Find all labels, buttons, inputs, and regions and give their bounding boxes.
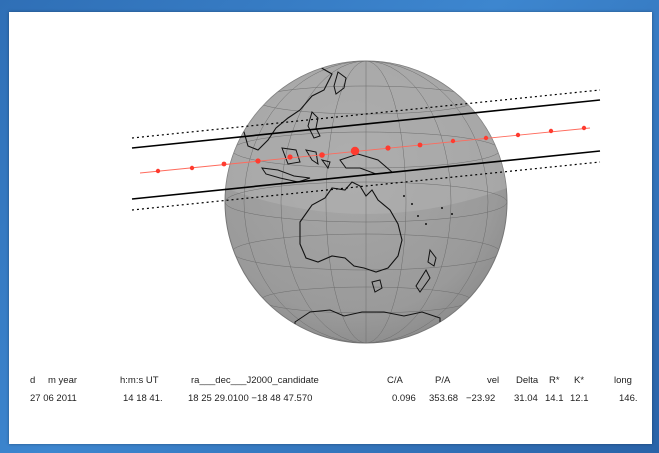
- value-date: 27 06 2011: [30, 393, 77, 404]
- centerline: [139, 127, 591, 174]
- track-point: [385, 145, 391, 151]
- uncertainty-north-limit: [131, 89, 601, 139]
- table-row: 27 06 2011 14 18 41. 18 25 29.0100 −18 4…: [30, 393, 650, 411]
- track-point: [255, 158, 261, 164]
- australia-coastline: [299, 181, 403, 273]
- header-vel: vel: [487, 375, 500, 386]
- pacific-islands: [403, 195, 453, 225]
- shadow-north-limit: [131, 99, 601, 149]
- shadow-path: [131, 89, 601, 211]
- value-k-mag: 12.1: [570, 393, 589, 404]
- header-long: long: [614, 375, 632, 386]
- track-point: [515, 132, 521, 138]
- header-day: d: [30, 375, 36, 386]
- value-r-mag: 14.1: [545, 393, 564, 404]
- header-r-mag: R*: [549, 375, 560, 386]
- header-ca: C/A: [387, 375, 403, 386]
- track-point: [221, 161, 227, 167]
- philippines-coastline: [307, 111, 321, 139]
- header-k-mag: K*: [574, 375, 585, 386]
- centerline-track: [139, 125, 591, 174]
- value-time: 14 18 41.: [123, 393, 163, 404]
- new-zealand-coastline: [415, 248, 437, 293]
- header-time: h:m:s UT: [120, 375, 159, 386]
- value-vel: −23.92: [466, 393, 496, 404]
- track-point: [189, 165, 195, 171]
- tasmania-coastline: [371, 279, 383, 293]
- header-delta: Delta: [516, 375, 539, 386]
- japan-coastline: [333, 71, 347, 95]
- track-point: [287, 154, 293, 160]
- track-point: [548, 128, 554, 134]
- value-delta: 31.04: [514, 393, 538, 404]
- header-pa: P/A: [435, 375, 451, 386]
- closest-approach-point: [350, 146, 360, 156]
- value-pa: 353.68: [429, 393, 459, 404]
- value-coordinates: 18 25 29.0100 −18 48 47.570: [188, 393, 313, 404]
- uncertainty-south-limit: [131, 161, 601, 211]
- indonesia-coastline: [260, 147, 331, 183]
- value-ca: 0.096: [392, 393, 416, 404]
- track-point: [581, 125, 587, 131]
- value-long: 146.: [619, 393, 638, 404]
- track-point: [319, 152, 325, 158]
- antarctica-coastline: [294, 309, 441, 343]
- header-coordinates: ra___dec___J2000_candidate: [191, 375, 319, 386]
- header-month-year: m year: [48, 375, 78, 386]
- track-point: [483, 135, 489, 141]
- prediction-table: d m year h:m:s UT ra___dec___J2000_candi…: [30, 375, 650, 411]
- track-point: [450, 138, 456, 144]
- track-point: [155, 168, 161, 174]
- shadow-south-limit: [131, 150, 601, 200]
- table-header-row: d m year h:m:s UT ra___dec___J2000_candi…: [30, 375, 650, 393]
- track-point: [417, 142, 423, 148]
